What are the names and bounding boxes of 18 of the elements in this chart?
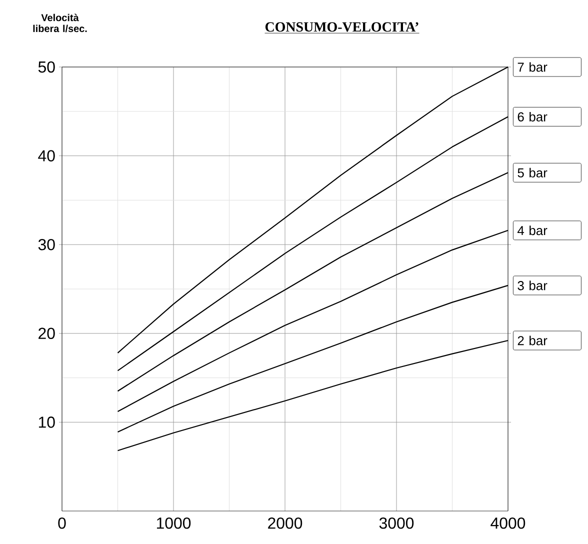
y-tick-label: 10: [38, 416, 55, 428]
y-tick-label: 50: [38, 61, 55, 73]
x-tick-label: 0: [58, 518, 66, 529]
x-tick-label: 4000: [490, 518, 526, 529]
series-label: 6 bar: [518, 112, 548, 122]
series-label: 3 bar: [518, 280, 548, 290]
series-label: 4 bar: [518, 226, 548, 236]
y-tick-label: 30: [38, 238, 55, 250]
y-tick-label: 20: [38, 328, 55, 340]
y-tick-label: 40: [38, 150, 55, 162]
legend-label: 7 bar: [518, 62, 548, 72]
x-tick-label: 1000: [156, 518, 191, 529]
legend-label: 2 bar: [518, 336, 548, 346]
x-tick-label: 2000: [268, 518, 302, 529]
y-axis-title: Velocità libera l/sec.: [33, 14, 87, 32]
x-tick-label: 3000: [379, 518, 414, 529]
legend-label: 5 bar: [518, 168, 548, 178]
chart-title: CONSUMO-VELOCITA’: [265, 22, 418, 32]
